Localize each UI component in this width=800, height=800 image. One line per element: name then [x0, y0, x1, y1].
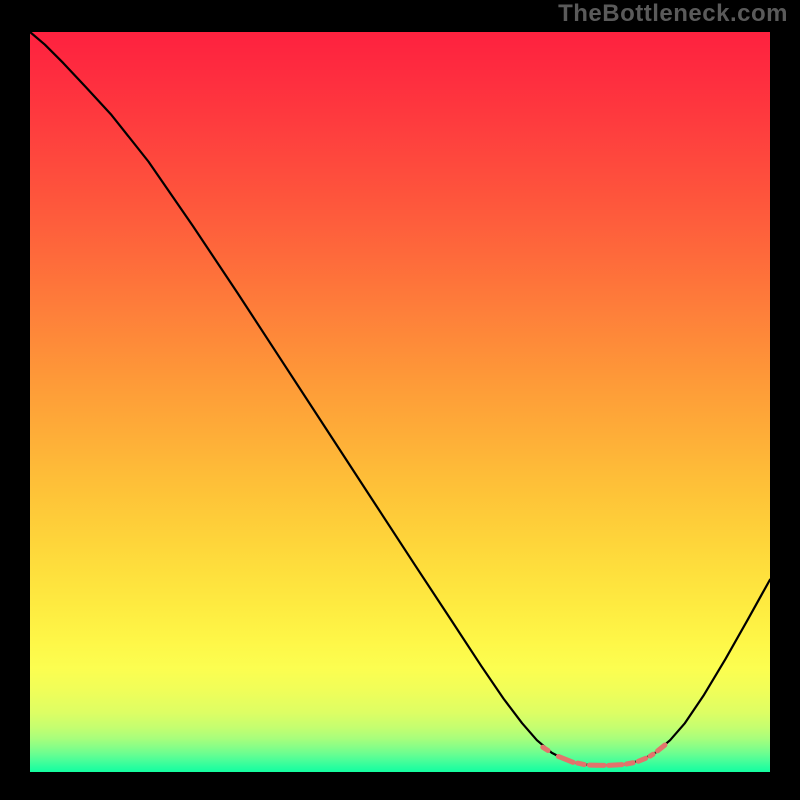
- highlight-segment: [543, 747, 548, 750]
- highlight-segment: [638, 758, 645, 761]
- highlight-segment: [650, 754, 653, 756]
- bottleneck-chart: [0, 0, 800, 800]
- watermark-text: TheBottleneck.com: [558, 0, 788, 28]
- highlight-segment: [609, 765, 622, 766]
- highlight-segment: [578, 763, 585, 764]
- plot-background-gradient: [30, 32, 770, 772]
- highlight-segment: [626, 763, 633, 764]
